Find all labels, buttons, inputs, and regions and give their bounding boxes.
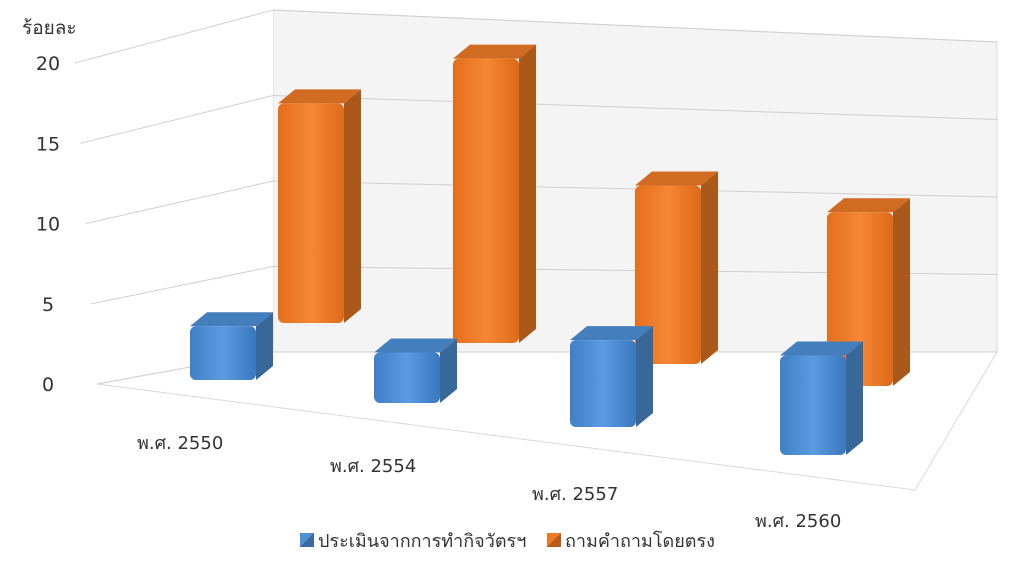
gridline [85,180,998,224]
y-tick-label: 20 [36,53,60,75]
x-axis-categories: พ.ศ. 2550 พ.ศ. 2554 พ.ศ. 2557 พ.ศ. 2560 [137,433,841,532]
gridline [91,265,998,305]
gridlines [74,9,998,385]
x-tick-label: พ.ศ. 2560 [755,511,841,532]
bar [190,312,273,380]
y-tick-label: 5 [42,294,54,316]
legend-label: ถามคำถามโดยตรง [565,530,715,552]
side-wall [75,10,273,384]
legend: ประเมินจากการทำกิจวัตรฯ ถามคำถามโดยตรง [300,530,715,552]
y-tick-label: 10 [36,214,60,236]
x-tick-label: พ.ศ. 2557 [532,484,618,505]
y-axis-label: ร้อยละ [22,17,77,39]
bar [570,326,653,427]
x-tick-label: พ.ศ. 2550 [137,433,223,454]
gridline [80,94,998,144]
bar [278,89,361,323]
gridline [74,9,998,64]
x-tick-label: พ.ศ. 2554 [330,456,416,477]
y-axis-ticks: 0 5 10 15 20 [36,53,60,396]
bars [190,44,910,455]
bar [780,341,863,455]
legend-item: ประเมินจากการทำกิจวัตรฯ [300,531,526,552]
legend-item: ถามคำถามโดยตรง [547,530,715,552]
bar [374,338,457,403]
bar [453,44,536,343]
bar [635,171,718,364]
y-tick-label: 0 [42,374,54,396]
y-tick-label: 15 [36,133,60,155]
legend-label: ประเมินจากการทำกิจวัตรฯ [318,531,526,552]
